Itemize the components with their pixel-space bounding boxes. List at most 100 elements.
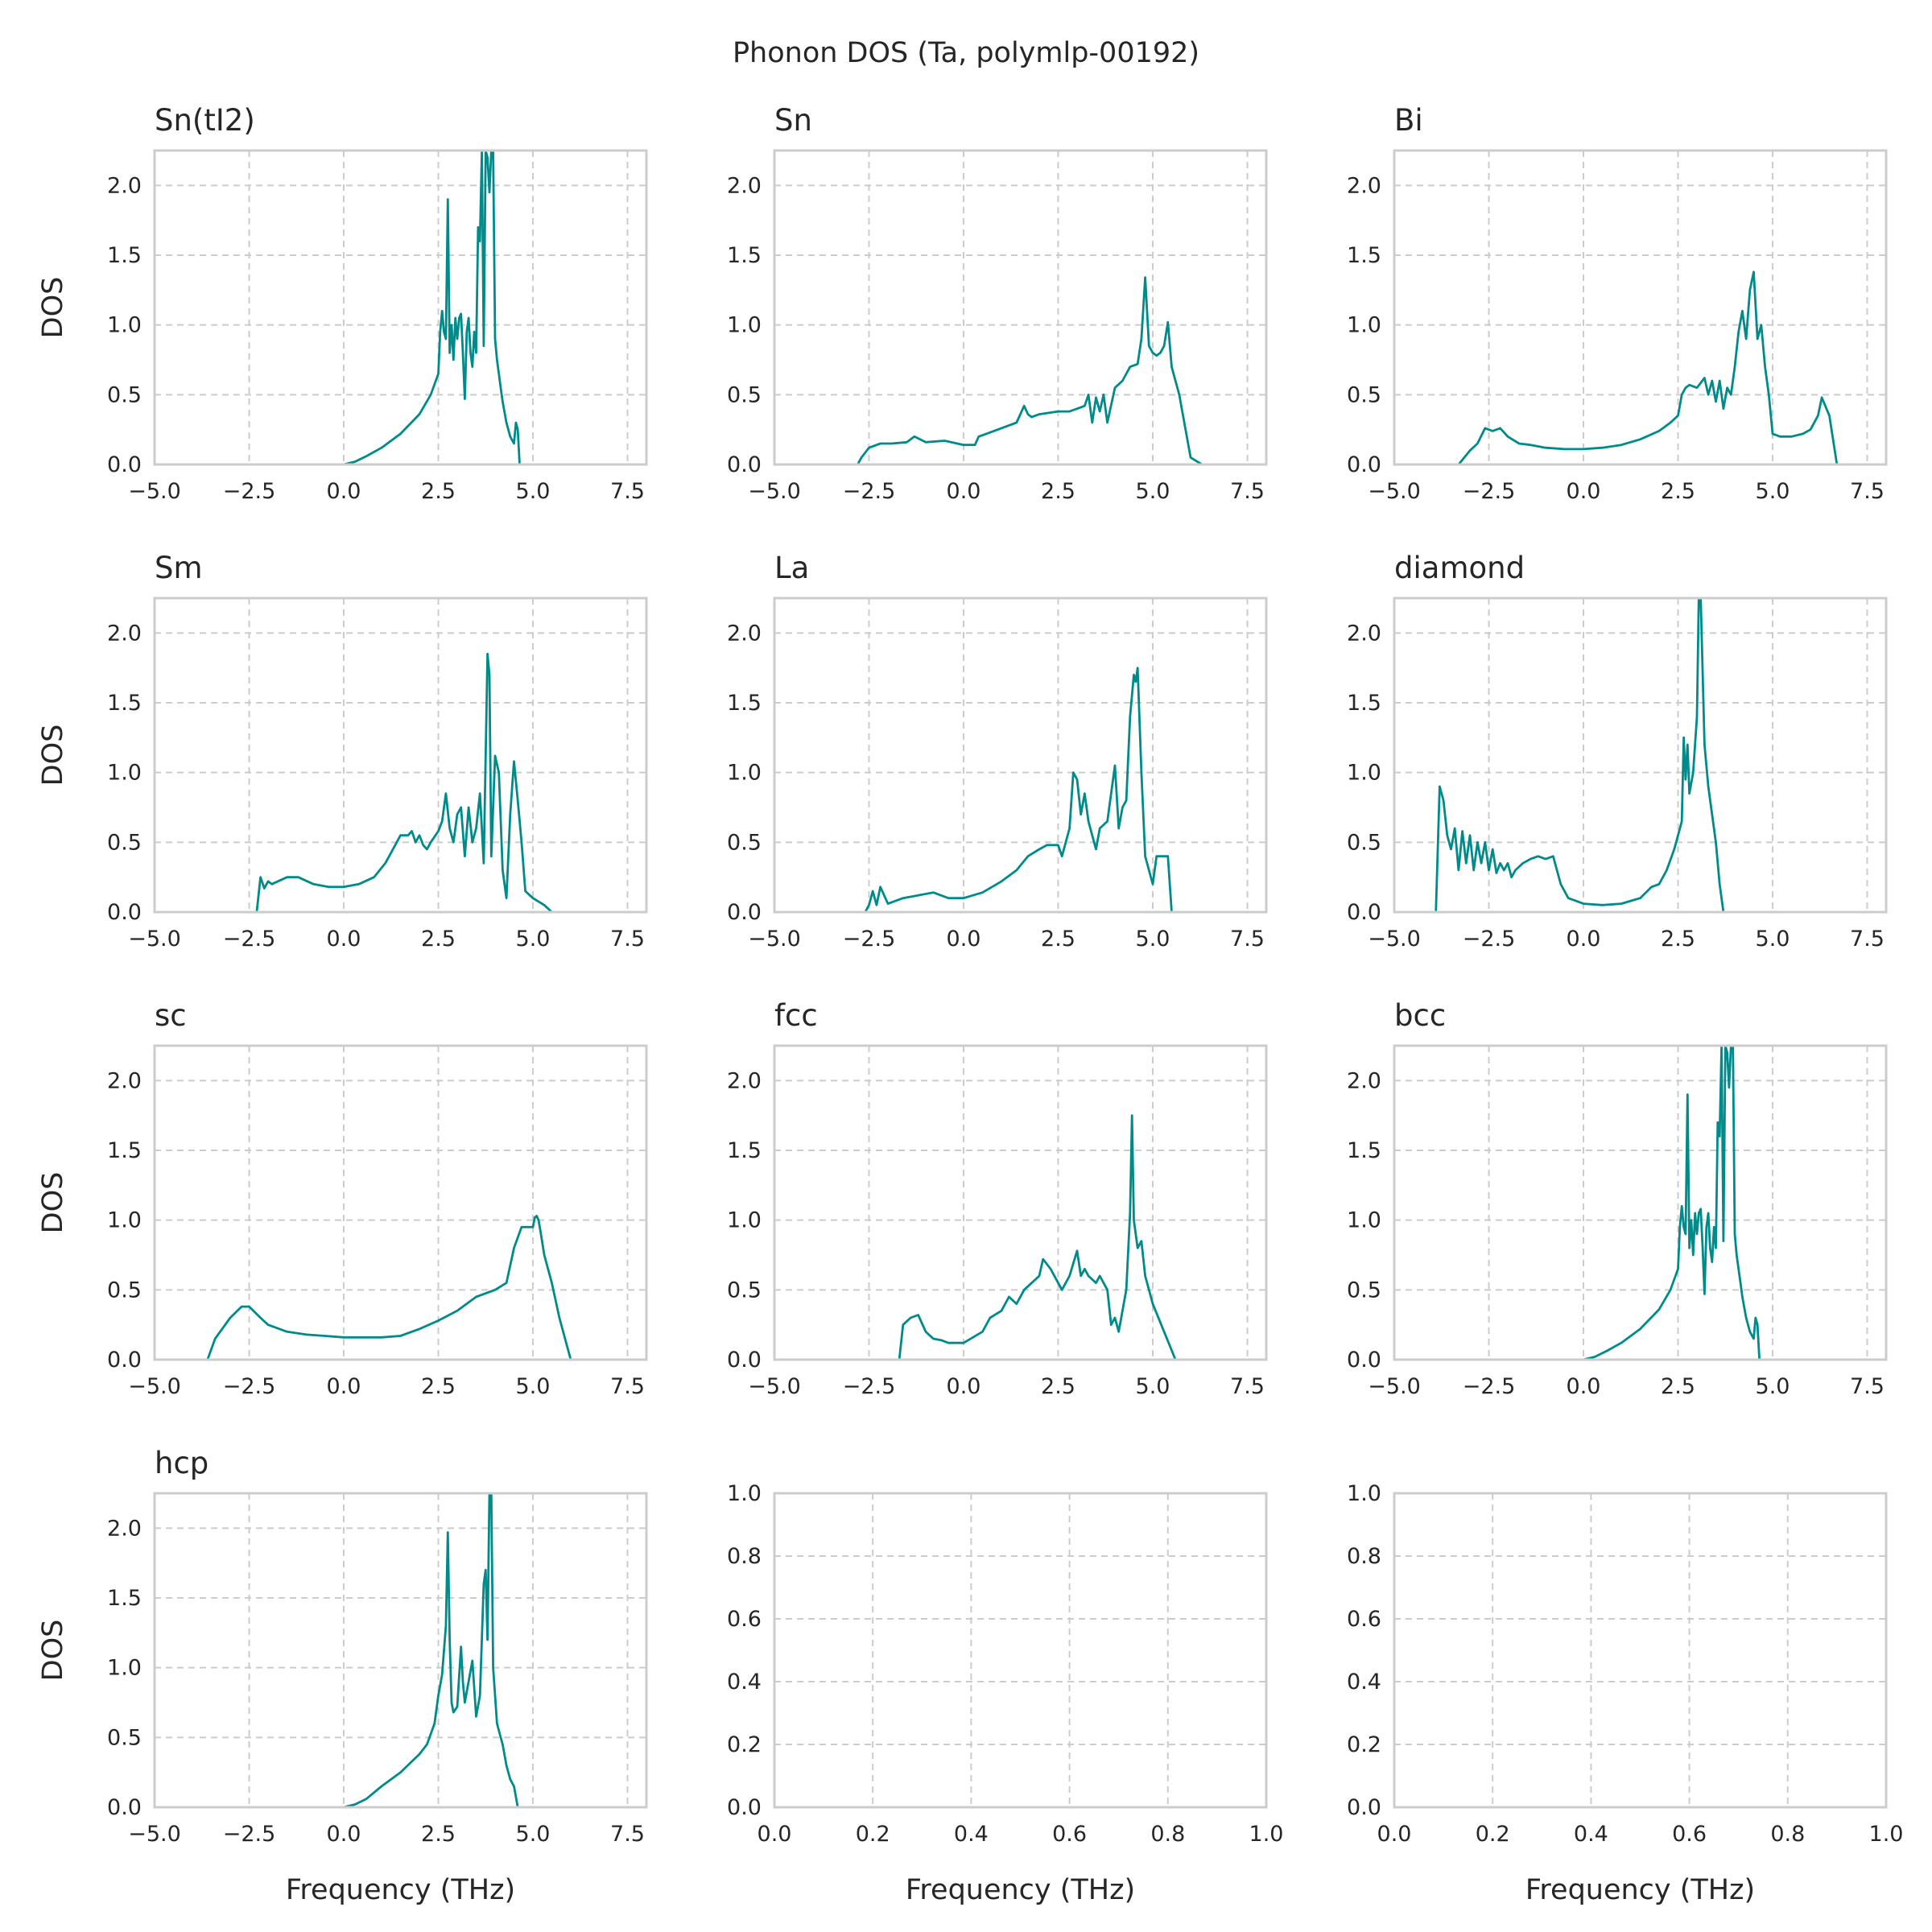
x-tick-label: 7.5 bbox=[1230, 1374, 1265, 1399]
y-tick-label: 1.0 bbox=[727, 1208, 762, 1233]
y-tick-label: 0.4 bbox=[1347, 1670, 1381, 1695]
y-tick-label: 0.0 bbox=[727, 900, 762, 925]
x-tick-label: 0.0 bbox=[947, 479, 981, 504]
plot-frame bbox=[1393, 597, 1888, 914]
x-tick-label: 7.5 bbox=[1230, 479, 1265, 504]
y-tick-label: 0.5 bbox=[107, 382, 142, 407]
x-tick-label: 2.5 bbox=[1661, 479, 1695, 504]
y-tick-label: 2.0 bbox=[1347, 173, 1381, 198]
y-tick-label: 1.0 bbox=[727, 313, 762, 338]
dos-line bbox=[233, 652, 583, 912]
x-tick-label: −5.0 bbox=[1368, 1374, 1421, 1399]
y-tick-label: 2.0 bbox=[727, 173, 762, 198]
x-tick-label: 5.0 bbox=[1756, 927, 1790, 952]
x-tick-label: 7.5 bbox=[1850, 479, 1885, 504]
x-tick-label: 0.6 bbox=[1672, 1822, 1707, 1847]
subplot-title: diamond bbox=[1394, 551, 1525, 585]
x-tick-label: 2.5 bbox=[421, 1374, 456, 1399]
x-tick-label: 1.0 bbox=[1869, 1822, 1904, 1847]
plot-frame bbox=[153, 149, 648, 466]
x-tick-label: 0.8 bbox=[1770, 1822, 1805, 1847]
x-tick-label: −2.5 bbox=[223, 927, 276, 952]
plot-frame bbox=[153, 597, 648, 914]
y-tick-label: 2.0 bbox=[1347, 1068, 1381, 1093]
x-tick-label: 2.5 bbox=[1041, 479, 1075, 504]
x-tick-label: 2.5 bbox=[1661, 927, 1695, 952]
x-axis-label: Frequency (THz) bbox=[1525, 1874, 1755, 1906]
x-tick-label: −2.5 bbox=[1463, 479, 1516, 504]
subplot-la: −5.0 −2.5 0.0 2.5 5.0 7.5 0.0 0.5 1.0 1.5 2.0 La bbox=[727, 551, 1268, 952]
plot-frame bbox=[153, 1492, 648, 1809]
subplot-sn-ti2-: −5.0 −2.5 0.0 2.5 5.0 7.5 0.0 0.5 1.0 1.5 2.0 Sn(tI… bbox=[37, 103, 648, 504]
plot-frame bbox=[153, 1044, 648, 1361]
x-tick-label: −5.0 bbox=[1368, 479, 1421, 504]
dos-line bbox=[888, 1114, 1199, 1360]
subplot-title: Sn bbox=[774, 103, 812, 138]
x-tick-label: 2.5 bbox=[1041, 1374, 1075, 1399]
y-tick-label: 0.0 bbox=[107, 452, 142, 477]
x-tick-label: 7.5 bbox=[1230, 927, 1265, 952]
subplot-sn: −5.0 −2.5 0.0 2.5 5.0 7.5 0.0 0.5 1.0 1.5 2.0 Sn bbox=[727, 103, 1268, 504]
y-tick-label: 1.5 bbox=[727, 691, 762, 716]
y-axis-label: DOS bbox=[37, 1172, 69, 1234]
subplot-empty-11: 0.0 0.2 0.4 0.6 0.8 1.0 0.0 0.2 0.4 0.6 0.8 1.0 Freq… bbox=[1347, 1481, 1903, 1906]
figure-title: Phonon DOS (Ta, polymlp-00192) bbox=[733, 37, 1199, 69]
x-tick-label: 5.0 bbox=[516, 479, 551, 504]
y-tick-label: 0.0 bbox=[727, 452, 762, 477]
y-axis-label: DOS bbox=[37, 724, 69, 786]
y-tick-label: 2.0 bbox=[107, 621, 142, 646]
x-tick-label: 2.5 bbox=[421, 1822, 456, 1847]
x-tick-label: −5.0 bbox=[128, 1822, 181, 1847]
x-axis-label: Frequency (THz) bbox=[286, 1874, 515, 1906]
subplot-bcc: −5.0 −2.5 0.0 2.5 5.0 7.5 0.0 0.5 1.0 1.5 2.0 bcc bbox=[1347, 998, 1888, 1399]
y-tick-label: 1.0 bbox=[1347, 761, 1381, 786]
y-tick-label: 1.0 bbox=[107, 1208, 142, 1233]
y-tick-label: 2.0 bbox=[727, 621, 762, 646]
y-tick-label: 0.5 bbox=[107, 830, 142, 855]
y-tick-label: 0.5 bbox=[107, 1278, 142, 1302]
x-tick-label: −2.5 bbox=[223, 479, 276, 504]
x-tick-label: 5.0 bbox=[1136, 479, 1170, 504]
y-tick-label: 2.0 bbox=[727, 1068, 762, 1093]
x-tick-label: 7.5 bbox=[610, 479, 645, 504]
x-tick-label: 0.4 bbox=[954, 1822, 989, 1847]
y-tick-label: 0.5 bbox=[727, 1278, 762, 1302]
dos-line bbox=[343, 1493, 533, 1807]
x-tick-label: 7.5 bbox=[610, 1374, 645, 1399]
x-tick-label: 7.5 bbox=[610, 927, 645, 952]
x-tick-label: 0.4 bbox=[1574, 1822, 1608, 1847]
subplot-diamond: −5.0 −2.5 0.0 2.5 5.0 7.5 0.0 0.5 1.0 1.5 2.0 diamo… bbox=[1347, 551, 1888, 952]
y-tick-label: 1.0 bbox=[1347, 313, 1381, 338]
plot-frame bbox=[1393, 1044, 1888, 1361]
x-tick-label: 7.5 bbox=[1850, 927, 1885, 952]
y-tick-label: 1.0 bbox=[727, 1481, 762, 1506]
y-tick-label: 2.0 bbox=[107, 1516, 142, 1541]
y-tick-label: 0.2 bbox=[727, 1732, 762, 1757]
dos-line bbox=[1413, 598, 1743, 912]
x-tick-label: −5.0 bbox=[128, 1374, 181, 1399]
y-tick-label: 1.0 bbox=[1347, 1208, 1381, 1233]
x-tick-label: 2.5 bbox=[421, 479, 456, 504]
y-tick-label: 0.8 bbox=[727, 1544, 762, 1569]
x-tick-label: 0.0 bbox=[1567, 1374, 1601, 1399]
x-tick-label: 2.5 bbox=[1661, 1374, 1695, 1399]
y-tick-label: 1.0 bbox=[1347, 1481, 1381, 1506]
subplot-grid: −5.0 −2.5 0.0 2.5 5.0 7.5 0.0 0.5 1.0 1.5 2.0 Sn(tI… bbox=[37, 103, 1903, 1906]
plot-frame bbox=[1393, 1492, 1888, 1809]
x-axis-label: Frequency (THz) bbox=[906, 1874, 1135, 1906]
y-tick-label: 2.0 bbox=[107, 1068, 142, 1093]
x-tick-label: −5.0 bbox=[1368, 927, 1421, 952]
x-tick-label: 2.5 bbox=[1041, 927, 1075, 952]
subplot-title: hcp bbox=[155, 1446, 208, 1480]
x-tick-label: 7.5 bbox=[610, 1822, 645, 1847]
y-tick-label: 0.6 bbox=[727, 1607, 762, 1632]
y-tick-label: 0.0 bbox=[1347, 1795, 1381, 1820]
plot-frame bbox=[773, 597, 1268, 914]
y-tick-label: 1.5 bbox=[1347, 1138, 1381, 1163]
x-tick-label: −2.5 bbox=[1463, 1374, 1516, 1399]
x-tick-label: 0.0 bbox=[758, 1822, 792, 1847]
subplot-bi: −5.0 −2.5 0.0 2.5 5.0 7.5 0.0 0.5 1.0 1.5 2.0 Bi bbox=[1347, 103, 1888, 504]
x-tick-label: 0.8 bbox=[1150, 1822, 1185, 1847]
y-tick-label: 0.8 bbox=[1347, 1544, 1381, 1569]
